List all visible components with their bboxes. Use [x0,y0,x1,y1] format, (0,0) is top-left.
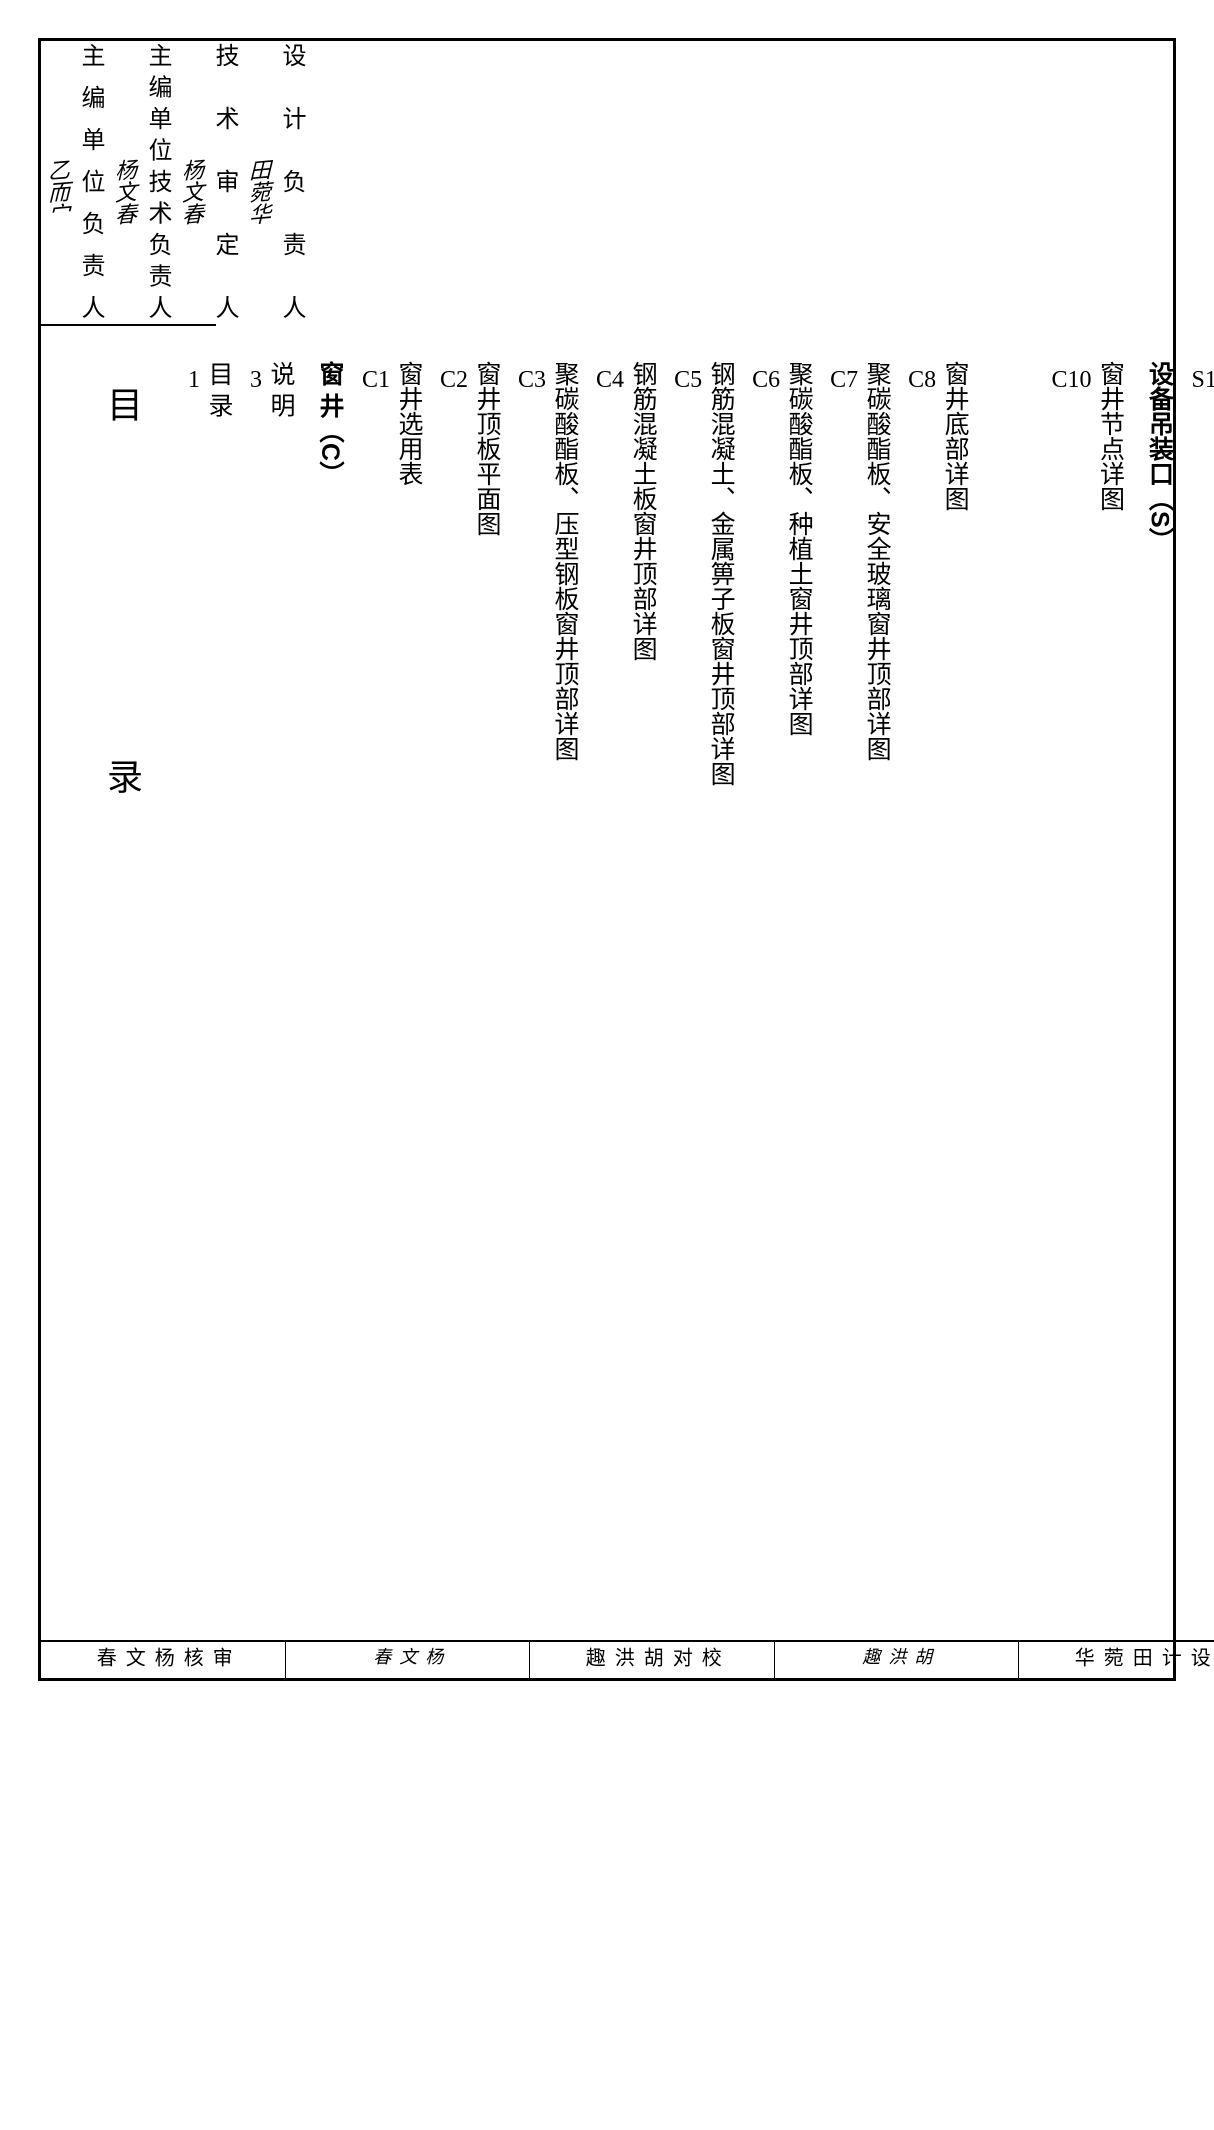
signature: 田菀华 [242,157,274,226]
toc-column-left: 目 录1说 明3窗 井（C）窗井选用表C1窗井顶板平面图C2聚碳酸酯板、压型钢板… [188,361,1002,2080]
credit-role: 设计田菀华 [1068,1647,1213,1673]
signature: 杨文春 [368,1647,446,1673]
toc-entry-title: 说 明 [262,361,298,2080]
toc-entry-title: 钢筋混凝土板窗井顶部详图 [624,361,660,2080]
design-lead: 设 计 负 责 人 田菀华 [242,66,309,299]
toc-entry: 聚碳酸酯板、安全玻璃窗井顶部详图C7 [830,361,894,2080]
toc-page-ref: C8 [908,361,936,399]
toc-page-ref: S1 [1192,361,1214,399]
credit-cell: 审核杨文春 [41,1642,285,1678]
toc-entry-title: 窗井底部详图 [936,361,972,2080]
toc-column-right: 窗井节点详图C10设备吊装口（S）预制固定盖板设备吊装口详图S1预制活动盖板设备… [1052,361,1214,2080]
credit-role: 校对胡洪趣 [579,1647,724,1673]
signature: 乙而宀 [41,157,73,226]
toc-entry: 窗井节点详图C10 [1052,361,1128,2080]
role-label: 设 计 负 责 人 [274,43,309,323]
toc-entry-title: 设备吊装口（S） [1142,361,1178,2080]
chief-org-lead: 主编单位负责人 乙而宀 [41,66,108,299]
toc-entry-title: 窗井选用表 [390,361,426,2080]
toc-page-ref: C1 [362,361,390,399]
toc-page-ref: C4 [596,361,624,399]
toc-page-ref: C10 [1052,361,1092,399]
toc-page-ref: C3 [518,361,546,399]
signature: 杨文春 [175,157,207,226]
toc-entry-title: 聚碳酸酯板、压型钢板窗井顶部详图 [546,361,582,2080]
role-label: 技 术 审 定 人 [207,43,242,323]
toc-heading: 目 录 [96,386,148,2080]
signature: 杨文春 [108,157,140,226]
toc-entry-title: 窗 井（C） [312,361,348,2080]
main-content: 主编单位负责人 乙而宀 主编单位技术负责人 杨文春 技 术 审 定 人 杨文春 … [41,41,1214,1678]
toc-page-ref: 1 [188,361,200,399]
toc-entry-title: 目 录 [200,361,236,2080]
toc-entry-title: 聚碳酸酯板、种植土窗井顶部详图 [780,361,816,2080]
header-row: 主编单位负责人 乙而宀 主编单位技术负责人 杨文春 技 术 审 定 人 杨文春 … [41,41,1214,326]
credit-signature: 杨文春 [285,1642,530,1678]
toc-entry-title: 窗井顶板平面图 [468,361,504,2080]
role-label: 主编单位负责人 [73,43,108,323]
chief-tech-lead: 主编单位技术负责人 杨文春 [108,66,175,299]
toc-entry: 目 录1 [188,361,236,2080]
toc-entry-title: 钢筋混凝土、金属箅子板窗井顶部详图 [702,361,738,2080]
toc-entry: 预制固定盖板设备吊装口详图S1 [1192,361,1214,2080]
tech-reviewer: 技 术 审 定 人 杨文春 [175,66,242,299]
credits-strip: 审核杨文春杨文春校对胡洪趣胡洪趣设计田菀华田菀华 [41,1640,1214,1678]
credit-cell: 设计田菀华 [1018,1642,1214,1678]
toc-entry: 窗 井（C） [312,361,348,2080]
credit-signature: 胡洪趣 [774,1642,1019,1678]
toc-entry: 窗井底部详图C8 [908,361,972,2080]
toc-page-ref: C5 [674,361,702,399]
toc-page-ref: 3 [250,361,262,399]
toc-entry: 钢筋混凝土、金属箅子板窗井顶部详图C5 [674,361,738,2080]
toc-entry: 聚碳酸酯板、种植土窗井顶部详图C6 [752,361,816,2080]
toc-entry: 窗井顶板平面图C2 [440,361,504,2080]
toc-entry: 窗井选用表C1 [362,361,426,2080]
drawing-page: 主编单位负责人 乙而宀 主编单位技术负责人 杨文春 技 术 审 定 人 杨文春 … [38,38,1176,1681]
role-label: 主编单位技术负责人 [140,43,175,323]
credit-role: 审核杨文春 [90,1647,235,1673]
toc-entry: 设备吊装口（S） [1142,361,1178,2080]
toc-entry: 聚碳酸酯板、压型钢板窗井顶部详图C3 [518,361,582,2080]
toc-entry: 钢筋混凝土板窗井顶部详图C4 [596,361,660,2080]
toc-entry-title: 聚碳酸酯板、安全玻璃窗井顶部详图 [858,361,894,2080]
toc-page-ref: C2 [440,361,468,399]
credit-cell: 校对胡洪趣 [529,1642,774,1678]
toc-entry-title: 窗井节点详图 [1092,361,1128,2080]
toc-entry: 说 明3 [250,361,298,2080]
toc-gap [1002,361,1052,2080]
toc-page-ref: C6 [752,361,780,399]
responsible-people: 主编单位负责人 乙而宀 主编单位技术负责人 杨文春 技 术 审 定 人 杨文春 … [41,41,216,326]
toc-page-ref: C7 [830,361,858,399]
table-of-contents: 目 录 目 录1说 明3窗 井（C）窗井选用表C1窗井顶板平面图C2聚碳酸酯板、… [41,326,1214,2130]
signature: 胡洪趣 [857,1647,935,1673]
